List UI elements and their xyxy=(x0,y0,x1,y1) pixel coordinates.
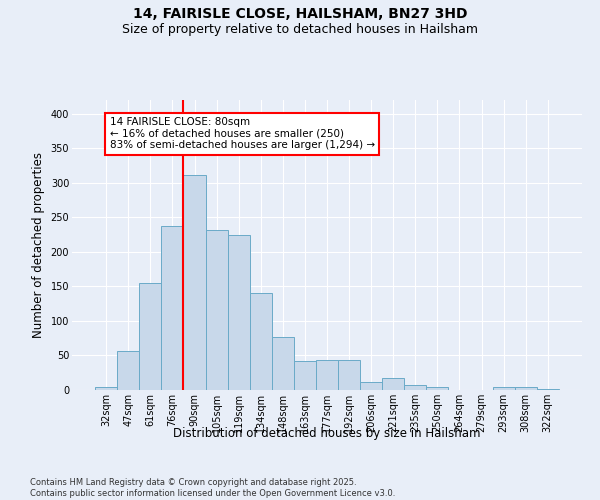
Bar xyxy=(537,388,559,390)
Bar xyxy=(515,387,537,390)
Bar xyxy=(382,378,404,390)
Bar xyxy=(95,387,117,390)
Y-axis label: Number of detached properties: Number of detached properties xyxy=(32,152,45,338)
Text: Contains HM Land Registry data © Crown copyright and database right 2025.
Contai: Contains HM Land Registry data © Crown c… xyxy=(30,478,395,498)
Text: Distribution of detached houses by size in Hailsham: Distribution of detached houses by size … xyxy=(173,428,481,440)
Text: Size of property relative to detached houses in Hailsham: Size of property relative to detached ho… xyxy=(122,22,478,36)
Bar xyxy=(493,387,515,390)
Bar xyxy=(316,360,338,390)
Bar xyxy=(227,234,250,390)
Text: 14, FAIRISLE CLOSE, HAILSHAM, BN27 3HD: 14, FAIRISLE CLOSE, HAILSHAM, BN27 3HD xyxy=(133,8,467,22)
Bar xyxy=(338,360,360,390)
Bar xyxy=(404,385,427,390)
Bar xyxy=(161,226,184,390)
Bar xyxy=(184,176,206,390)
Bar xyxy=(294,361,316,390)
Bar xyxy=(250,294,272,390)
Bar xyxy=(360,382,382,390)
Text: 14 FAIRISLE CLOSE: 80sqm
← 16% of detached houses are smaller (250)
83% of semi-: 14 FAIRISLE CLOSE: 80sqm ← 16% of detach… xyxy=(110,118,374,150)
Bar xyxy=(117,350,139,390)
Bar xyxy=(427,387,448,390)
Bar xyxy=(206,230,227,390)
Bar xyxy=(139,283,161,390)
Bar xyxy=(272,337,294,390)
